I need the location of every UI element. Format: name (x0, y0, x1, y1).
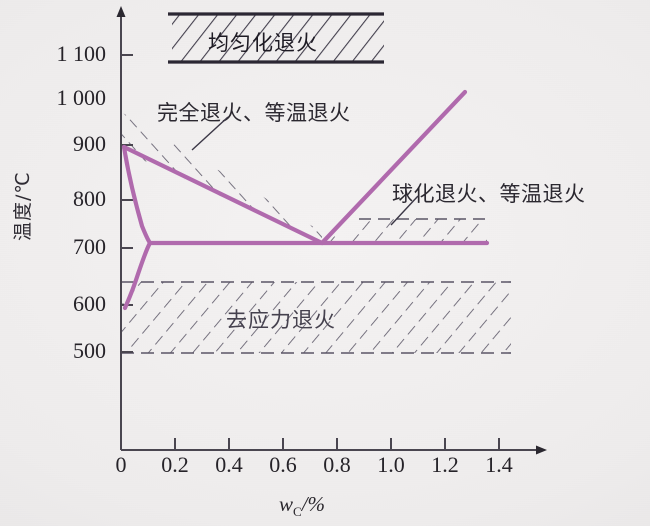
band-spheroidizing-isothermal-annealing (325, 218, 487, 243)
x-tick-label-1-2: 1.2 (431, 452, 459, 477)
y-tick-label-600: 600 (73, 291, 106, 316)
x-axis-title-unit: /% (301, 492, 326, 516)
curve-alpha-solvus (121, 144, 153, 311)
x-axis-title-w: w (279, 492, 294, 516)
curve-a3-line (121, 144, 325, 246)
x-tick-label-1-0: 1.0 (377, 452, 405, 477)
x-tick-label-0-4: 0.4 (215, 452, 243, 477)
label-stress-relief-annealing: 去应力退火 (226, 308, 336, 332)
band-homogenizing-annealing (168, 12, 384, 64)
y-axis-title: 温度/℃ (12, 171, 34, 241)
label-spheroidizing-isothermal-annealing: 球化退火、等温退火 (392, 182, 586, 206)
x-axis-title: wC/% (279, 492, 325, 520)
x-axis-ticks (174, 438, 500, 450)
y-tick-label-900: 900 (73, 131, 106, 156)
axis-lines (116, 6, 547, 455)
band-stress-relief-annealing (121, 281, 511, 354)
y-tick-label-500: 500 (73, 338, 106, 363)
label-full-isothermal-annealing: 完全退火、等温退火 (157, 101, 351, 125)
x-tick-label-0-6: 0.6 (269, 452, 297, 477)
curve-acm-line (319, 89, 468, 246)
x-tick-label-0: 0 (115, 452, 127, 477)
phase-boundary-curves (121, 89, 490, 311)
y-tick-label-1000: 1 000 (56, 85, 107, 110)
x-axis-title-subscript: C (293, 504, 302, 520)
y-tick-label-800: 800 (73, 186, 106, 211)
label-homogenizing-annealing: 均匀化退火 (208, 31, 318, 55)
x-tick-label-0-2: 0.2 (161, 452, 189, 477)
x-tick-label-1-4: 1.4 (485, 452, 513, 477)
y-tick-label-700: 700 (73, 234, 106, 259)
x-tick-label-0-8: 0.8 (323, 452, 351, 477)
y-tick-label-1100: 1 100 (56, 41, 107, 66)
band-full-isothermal-annealing (121, 112, 322, 243)
